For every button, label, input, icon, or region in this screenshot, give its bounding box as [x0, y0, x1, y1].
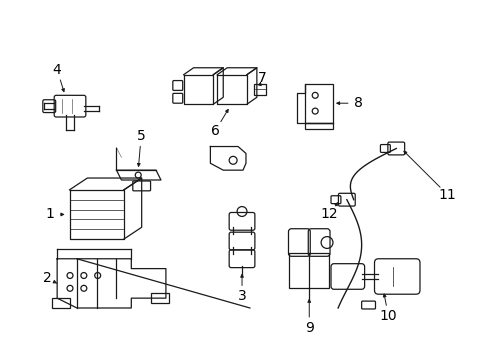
- Text: 2: 2: [43, 271, 52, 285]
- Bar: [305, 84, 332, 123]
- Bar: [52, 298, 70, 308]
- Text: 10: 10: [379, 309, 396, 323]
- Text: 11: 11: [438, 188, 456, 202]
- Text: 1: 1: [46, 207, 55, 221]
- Text: 4: 4: [53, 63, 61, 77]
- Bar: [289, 253, 328, 288]
- Text: 9: 9: [304, 321, 313, 335]
- Text: 7: 7: [257, 71, 265, 85]
- Text: 12: 12: [320, 207, 337, 221]
- Text: 5: 5: [137, 129, 145, 143]
- Bar: [151, 293, 168, 303]
- Bar: [305, 123, 332, 129]
- Text: 8: 8: [353, 96, 363, 110]
- Text: 3: 3: [237, 289, 246, 303]
- Text: 6: 6: [210, 124, 219, 138]
